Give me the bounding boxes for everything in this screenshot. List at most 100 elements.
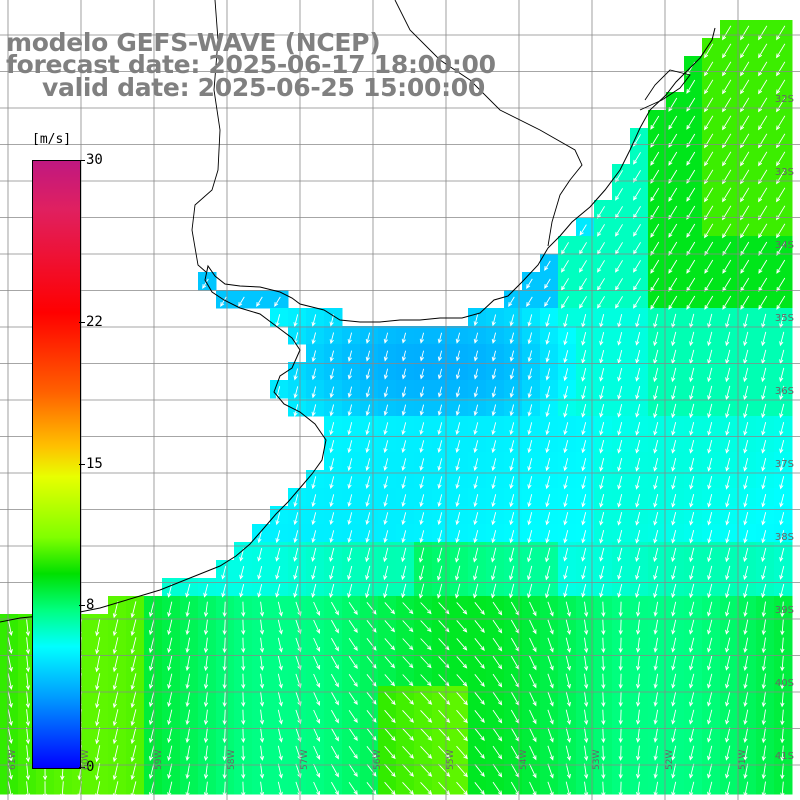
wind-vector-arrow <box>599 349 605 364</box>
wind-vector-arrow <box>563 565 569 580</box>
wind-vector-arrow <box>455 332 461 344</box>
wind-vector-arrow <box>383 583 389 599</box>
wind-vector-arrow <box>704 187 714 203</box>
wind-vector-arrow <box>689 457 695 472</box>
wind-vector-arrow <box>563 332 569 346</box>
wind-vector-arrow <box>366 602 377 615</box>
wind-vector-arrow <box>259 709 265 725</box>
wind-vector-arrow <box>222 763 227 780</box>
wind-vector-arrow <box>776 151 786 167</box>
wind-vector-arrow <box>761 691 766 708</box>
wind-vector-arrow <box>671 691 677 707</box>
wind-vector-arrow <box>545 404 551 418</box>
wind-vector-arrow <box>222 691 227 708</box>
wind-vector-arrow <box>780 601 785 618</box>
wind-vector-arrow <box>581 422 587 436</box>
wind-vector-arrow <box>668 295 678 310</box>
wind-vector-arrow <box>579 260 587 273</box>
wind-vector-arrow <box>529 745 537 761</box>
wind-vector-arrow <box>653 637 659 653</box>
wind-vector-arrow <box>780 781 785 798</box>
wind-vector-arrow <box>509 386 515 399</box>
wind-vector-arrow <box>419 368 425 380</box>
wind-vector-arrow <box>599 439 605 454</box>
wind-vector-arrow <box>761 709 766 726</box>
wind-vector-arrow <box>689 367 695 383</box>
wind-vector-arrow <box>653 601 659 617</box>
wind-vector-arrow <box>95 727 101 745</box>
wind-vector-arrow <box>707 367 713 383</box>
wind-vector-arrow <box>402 656 414 669</box>
wind-vector-arrow <box>509 476 515 490</box>
wind-vector-arrow <box>776 223 786 239</box>
wind-vector-arrow <box>7 727 13 745</box>
wind-vector-arrow <box>185 619 191 636</box>
wind-vector-arrow <box>402 727 414 741</box>
wind-vector-arrow <box>780 691 785 708</box>
wind-vector-arrow <box>474 692 485 706</box>
wind-vector-arrow <box>529 691 537 707</box>
coastline <box>0 27 716 623</box>
border-line <box>639 69 691 111</box>
wind-vector-arrow <box>527 565 533 581</box>
wind-vector-arrow <box>584 673 589 690</box>
wind-vector-arrow <box>293 530 299 544</box>
wind-vector-arrow <box>277 655 283 671</box>
wind-vector-arrow <box>241 691 246 708</box>
wind-vector-arrow <box>761 475 767 490</box>
wind-vector-arrow <box>384 674 396 687</box>
wind-vector-arrow <box>707 583 713 599</box>
wind-vector-arrow <box>474 638 485 652</box>
wind-vector-arrow <box>455 440 461 453</box>
wind-vector-arrow <box>743 439 749 454</box>
wind-vector-arrow <box>565 745 571 762</box>
wind-vector-arrow <box>259 691 265 707</box>
wind-vector-arrow <box>474 782 485 796</box>
wind-vector-arrow <box>7 781 13 799</box>
wind-vector-arrow <box>707 781 713 797</box>
wind-vector-arrow <box>707 457 713 472</box>
wind-vector-arrow <box>148 601 155 618</box>
wind-vector-arrow <box>95 619 101 637</box>
wind-vector-arrow <box>563 476 569 490</box>
wind-vector-arrow <box>653 511 659 526</box>
wind-vector-arrow <box>402 763 414 777</box>
wind-vector-arrow <box>547 781 554 797</box>
wind-vector-arrow <box>347 458 353 472</box>
wind-vector-arrow <box>148 745 155 762</box>
wind-vector-arrow <box>277 763 283 779</box>
wind-vector-arrow <box>25 727 31 745</box>
wind-vector-arrow <box>491 422 497 436</box>
forecast-date: forecast date: 2025-06-17 18:00:00 <box>6 50 496 79</box>
wind-vector-arrow <box>401 476 407 489</box>
wind-vector-arrow <box>438 781 451 795</box>
wind-vector-arrow <box>689 403 695 419</box>
wind-vector-arrow <box>455 583 461 599</box>
wind-vector-arrow <box>293 565 299 580</box>
wind-vector-arrow <box>239 565 245 580</box>
wind-vector-arrow <box>545 547 551 563</box>
longitude-label: 56W <box>373 749 383 770</box>
wind-vector-arrow <box>581 583 587 598</box>
wind-vector-arrow <box>581 349 587 364</box>
wind-vector-arrow <box>671 439 677 454</box>
wind-vector-arrow <box>671 475 677 490</box>
wind-vector-arrow <box>689 565 695 581</box>
wind-vector-arrow <box>418 583 425 599</box>
wind-vector-arrow <box>668 223 678 238</box>
wind-vector-arrow <box>758 277 768 292</box>
wind-vector-arrow <box>653 565 659 581</box>
wind-vector-arrow <box>401 547 407 563</box>
wind-vector-arrow <box>601 637 606 654</box>
wind-vector-arrow <box>384 602 396 615</box>
wind-vector-arrow <box>563 386 569 400</box>
wind-vector-arrow <box>383 368 389 380</box>
wind-vector-arrow <box>758 187 768 203</box>
wind-vector-arrow <box>25 619 31 637</box>
wind-vector-arrow <box>419 440 425 453</box>
wind-vector-arrow <box>725 331 731 347</box>
wind-vector-arrow <box>743 637 749 654</box>
wind-vector-arrow <box>689 583 695 599</box>
wind-vector-arrow <box>492 673 503 688</box>
wind-vector-arrow <box>707 511 713 526</box>
